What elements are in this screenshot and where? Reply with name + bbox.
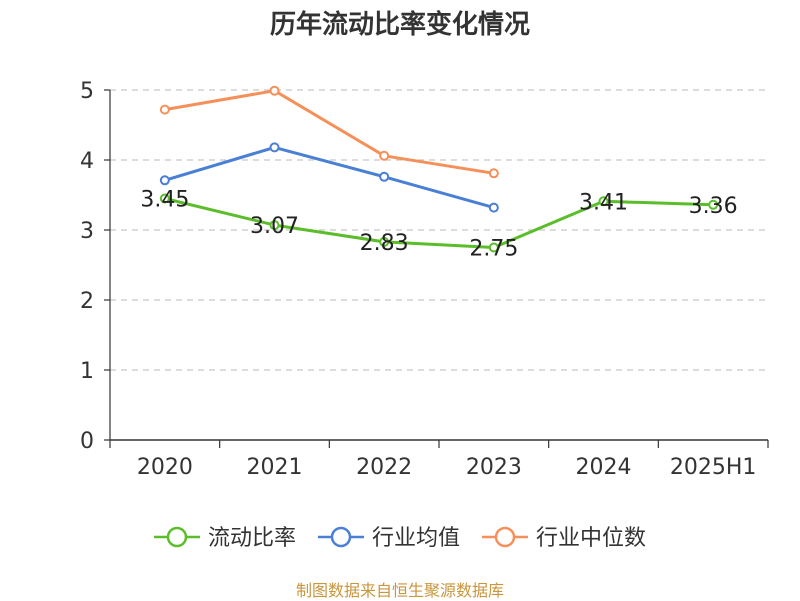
legend-marker — [330, 526, 352, 548]
y-tick-label: 1 — [80, 359, 94, 384]
series-line — [164, 197, 714, 249]
data-point — [488, 202, 499, 213]
data-point — [708, 199, 719, 210]
data-label: 3.41 — [579, 190, 628, 215]
grid-lines — [110, 89, 768, 371]
data-point — [159, 193, 170, 204]
series-line — [164, 89, 495, 175]
y-tick-label: 4 — [80, 149, 94, 174]
data-point — [269, 220, 280, 231]
data-labels: 3.45 3.07 2.83 2.75 3.41 3.36 — [140, 188, 737, 262]
legend-label: 行业中位数 — [536, 526, 646, 551]
x-tick-label: 2023 — [466, 455, 522, 480]
data-point — [488, 242, 499, 253]
data-label: 3.07 — [250, 214, 299, 239]
x-tick-label: 2020 — [137, 455, 193, 480]
y-tick-label: 5 — [80, 79, 94, 104]
legend-marker — [166, 526, 188, 548]
data-point — [598, 196, 609, 207]
y-tick-label: 2 — [80, 289, 94, 314]
source-note: 制图数据来自恒生聚源数据库 — [295, 581, 504, 600]
data-label: 3.45 — [140, 188, 189, 213]
legend-marker — [494, 526, 516, 548]
data-label: 3.36 — [689, 194, 738, 219]
data-point — [159, 175, 170, 186]
y-tick-label: 0 — [80, 429, 94, 454]
data-label: 2.75 — [469, 237, 518, 262]
x-tick-label: 2025H1 — [670, 455, 757, 480]
x-tick-label: 2022 — [356, 455, 412, 480]
legend: 流动比率 行业均值 行业中位数 — [153, 526, 646, 551]
series-lines — [159, 85, 719, 253]
data-point — [379, 150, 390, 161]
data-point — [379, 236, 390, 247]
chart-title: 历年流动比率变化情况 — [269, 10, 530, 40]
data-point — [379, 171, 390, 182]
data-point — [269, 142, 280, 153]
data-point — [488, 168, 499, 179]
x-tick-label: 2021 — [247, 455, 303, 480]
legend-item[interactable]: 行业中位数 — [482, 526, 646, 551]
y-tick-label: 3 — [80, 219, 94, 244]
legend-label: 流动比率 — [208, 526, 296, 551]
data-point — [269, 85, 280, 96]
data-point — [159, 104, 170, 115]
legend-item[interactable]: 行业均值 — [317, 526, 460, 551]
x-tick-label: 2024 — [576, 455, 632, 480]
legend-item[interactable]: 流动比率 — [153, 526, 296, 551]
data-label: 2.83 — [360, 231, 409, 256]
axes: 0 1 2 3 4 5 2020 2021 2022 2023 2024 2025H1 — [80, 79, 769, 480]
legend-label: 行业均值 — [372, 526, 460, 551]
series-line — [164, 145, 495, 210]
